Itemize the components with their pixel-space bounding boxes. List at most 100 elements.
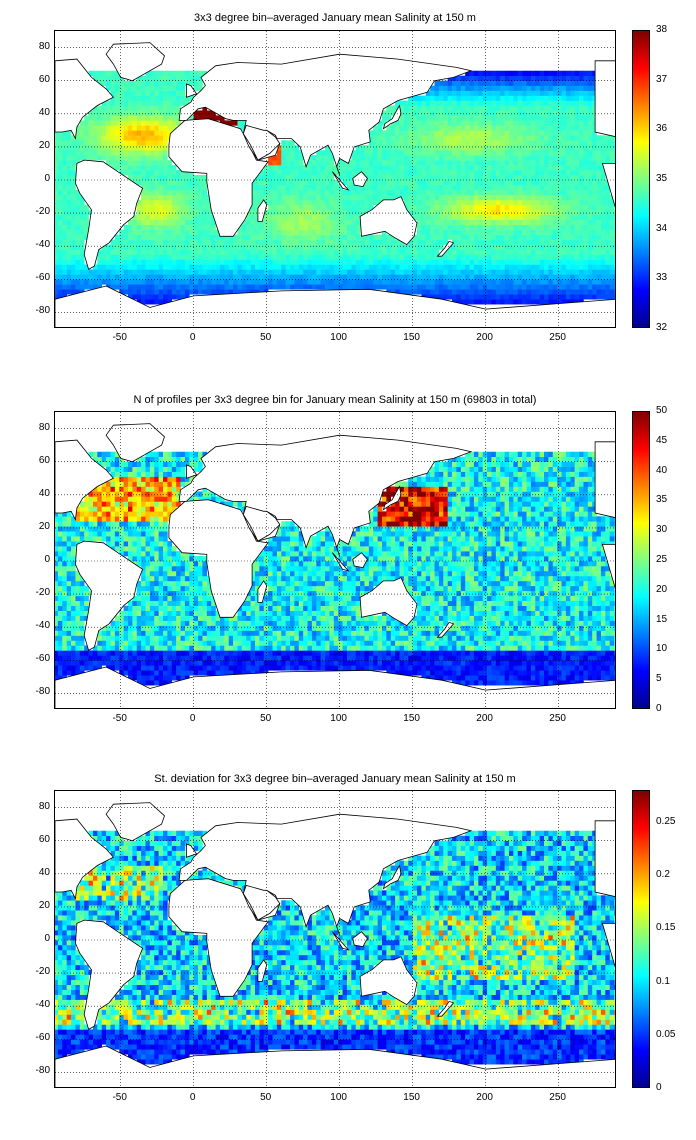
bin-cell [491, 259, 497, 265]
bin-cell [62, 264, 67, 270]
bin-cell [469, 145, 475, 151]
bin-cell [425, 184, 431, 191]
bin-cell [145, 184, 151, 191]
bin-cell [587, 244, 593, 250]
bin-cell [276, 170, 282, 176]
bin-cell [386, 194, 392, 201]
bin-cell [425, 249, 431, 255]
bin-cell [184, 244, 190, 250]
bin-cell [149, 130, 155, 136]
bin-cell [548, 189, 554, 196]
bin-cell [346, 274, 352, 280]
bin-cell [508, 165, 514, 171]
bin-cell [460, 194, 466, 201]
bin-cell [193, 214, 199, 221]
bin-cell [106, 244, 111, 250]
bin-cell [149, 189, 155, 196]
bin-cell [329, 665, 335, 671]
bin-cell [491, 120, 497, 126]
bin-cell [71, 655, 76, 661]
bin-cell [163, 209, 168, 216]
bin-cell [544, 155, 549, 161]
bin-cell [215, 655, 221, 661]
bin-cell [434, 284, 440, 290]
bin-cell [281, 269, 286, 275]
bin-cell [171, 170, 177, 176]
bin-cell [469, 189, 475, 196]
y-tick-label: -40 [35, 239, 50, 251]
bin-cell [565, 100, 571, 106]
bin-cell [325, 194, 330, 201]
bin-cell [373, 194, 378, 201]
bin-cell [373, 199, 378, 206]
bin-cell [259, 229, 265, 235]
bin-cell [390, 165, 396, 171]
bin-cell [233, 660, 238, 666]
bin-cell [565, 254, 571, 260]
bin-cell [237, 269, 243, 275]
bin-cell [119, 234, 124, 240]
bin-cell [596, 194, 602, 201]
bin-cell [307, 189, 313, 196]
bin-cell [517, 95, 523, 101]
bin-cell [395, 145, 400, 151]
bin-cell [452, 170, 457, 176]
bin-cell [579, 110, 584, 116]
bin-cell [57, 209, 63, 216]
bin-cell [163, 130, 168, 136]
bin-cell [579, 214, 584, 221]
bin-cell [539, 259, 545, 265]
bin-cell [294, 274, 300, 280]
bin-cell [364, 279, 370, 285]
bin-cell [224, 239, 230, 245]
bin-cell [403, 150, 409, 156]
bin-cell [219, 115, 225, 121]
bin-cell [526, 269, 532, 275]
bin-cell [592, 110, 597, 116]
bin-cell [491, 110, 497, 116]
bin-cell [84, 125, 89, 131]
bin-cell [66, 175, 72, 181]
bin-cell [136, 130, 142, 136]
bin-cell [303, 264, 308, 270]
bin-cell [399, 184, 405, 191]
bin-cell [399, 274, 405, 280]
bin-cell [241, 264, 247, 270]
bin-cell [281, 234, 286, 240]
bin-cell [377, 259, 383, 265]
bin-cell [561, 299, 567, 305]
bin-cell [583, 175, 589, 181]
bin-cell [154, 199, 159, 206]
bin-cell [526, 209, 532, 216]
bin-cell [127, 244, 133, 250]
bin-cell [237, 249, 243, 255]
bin-cell [557, 214, 562, 221]
bin-cell [57, 140, 63, 146]
bin-cell [614, 214, 615, 221]
bin-cell [504, 254, 510, 260]
bin-cell [417, 145, 422, 151]
bin-cell [495, 155, 501, 161]
bin-cell [145, 135, 151, 141]
bin-cell [390, 194, 396, 201]
bin-cell [552, 660, 558, 666]
bin-cell [136, 100, 142, 106]
bin-cell [360, 264, 365, 270]
bin-cell [158, 269, 164, 275]
bin-cell [294, 160, 300, 166]
bin-cell [119, 85, 124, 91]
bin-cell [145, 75, 151, 81]
bin-cell [495, 130, 501, 136]
bin-cell [97, 105, 103, 111]
bin-cell [145, 209, 151, 216]
bin-cell [587, 199, 593, 206]
bin-cell [206, 279, 212, 285]
bin-cell [574, 249, 580, 255]
bin-cell [535, 680, 540, 686]
bin-cell [574, 209, 580, 216]
bin-cell [158, 135, 164, 141]
bin-cell [66, 249, 72, 255]
bin-cell [395, 125, 400, 131]
bin-cell [368, 274, 374, 280]
bin-cell [281, 259, 286, 265]
